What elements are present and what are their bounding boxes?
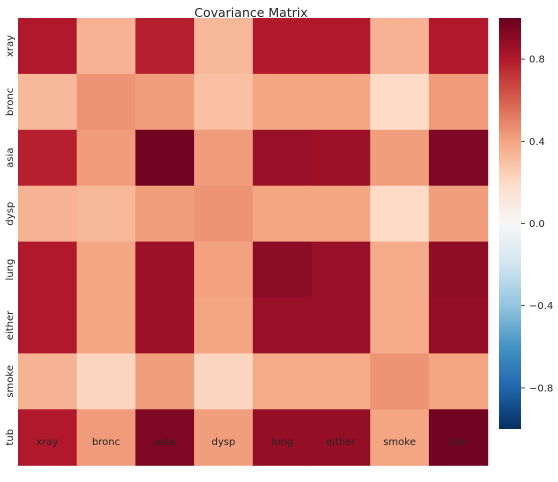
heatmap-cell-bronc-lung — [252, 73, 313, 131]
heatmap-cell-xray-bronc — [76, 18, 136, 75]
heatmap-cells — [18, 18, 489, 466]
x-tick-label-xray: xray — [36, 437, 58, 448]
heatmap-cell-bronc-dysp — [194, 73, 254, 131]
heatmap-cell-smoke-smoke — [370, 353, 430, 410]
y-tick-label-either: either — [5, 310, 16, 340]
heatmap-cell-asia-asia — [135, 129, 195, 187]
heatmap-cell-tub-smoke — [370, 409, 430, 466]
heatmap-cell-either-xray — [18, 297, 78, 354]
heatmap-cell-smoke-either — [311, 353, 371, 410]
x-tick-label-bronc: bronc — [92, 437, 120, 448]
y-tick-label-lung: lung — [5, 259, 16, 281]
heatmap-cell-either-tub — [428, 297, 489, 354]
heatmap-cell-bronc-tub — [428, 73, 489, 131]
x-tick-label-dysp: dysp — [212, 437, 236, 448]
colorbar-ticks: 0.8 0.4 0.0 −0.4 −0.8 — [521, 55, 553, 394]
heatmap-cell-smoke-lung — [252, 353, 313, 410]
heatmap-cell-either-smoke — [370, 297, 430, 354]
heatmap-cell-lung-lung — [252, 241, 313, 299]
heatmap-cell-xray-smoke — [370, 18, 430, 75]
heatmap-cell-lung-tub — [428, 241, 489, 299]
heatmap-cell-asia-either — [311, 129, 371, 187]
heatmap-cell-tub-either — [311, 409, 371, 466]
colorbar-tick-label: 0.4 — [529, 137, 545, 148]
colorbar-tick-label: −0.4 — [529, 301, 553, 312]
heatmap-cell-tub-xray — [18, 409, 78, 466]
heatmap-cell-smoke-dysp — [194, 353, 254, 410]
y-tick-label-xray: xray — [5, 35, 16, 57]
x-tick-label-tub: tub — [450, 437, 467, 448]
heatmap-cell-either-dysp — [194, 297, 254, 354]
heatmap-cell-lung-xray — [18, 241, 78, 299]
heatmap-cell-smoke-tub — [428, 353, 489, 410]
heatmap-cell-tub-tub — [428, 409, 489, 466]
heatmap-cell-dysp-smoke — [370, 185, 430, 243]
x-tick-labels: xray bronc asia dysp lung either smoke tub — [36, 437, 466, 448]
heatmap-cell-either-bronc — [76, 297, 136, 354]
y-tick-label-bronc: bronc — [5, 88, 16, 116]
heatmap-cell-xray-either — [311, 18, 371, 75]
heatmap-cell-asia-smoke — [370, 129, 430, 187]
colorbar — [499, 18, 521, 429]
heatmap-cell-dysp-lung — [252, 185, 313, 243]
heatmap-cell-lung-asia — [135, 241, 195, 299]
heatmap-cell-smoke-asia — [135, 353, 195, 410]
heatmap-cell-dysp-bronc — [76, 185, 136, 243]
heatmap-cell-lung-smoke — [370, 241, 430, 299]
heatmap-cell-tub-lung — [252, 409, 313, 466]
x-tick-label-lung: lung — [271, 437, 293, 448]
x-tick-label-smoke: smoke — [383, 437, 416, 448]
heatmap-cell-dysp-either — [311, 185, 371, 243]
y-tick-label-smoke: smoke — [5, 365, 16, 398]
heatmap-cell-bronc-smoke — [370, 73, 430, 131]
heatmap-cell-xray-dysp — [194, 18, 254, 75]
heatmap-cell-xray-tub — [428, 18, 489, 75]
heatmap-cell-lung-bronc — [76, 241, 136, 299]
heatmap-cell-smoke-bronc — [76, 353, 136, 410]
colorbar-tick-label: 0.8 — [529, 55, 545, 66]
colorbar-tick-label: −0.8 — [529, 383, 553, 394]
heatmap-cell-lung-either — [311, 241, 371, 299]
heatmap-cell-xray-xray — [18, 18, 78, 75]
heatmap-cell-lung-dysp — [194, 241, 254, 299]
heatmap-cell-either-lung — [252, 297, 313, 354]
heatmap-cell-bronc-bronc — [76, 73, 136, 131]
heatmap-cell-tub-bronc — [76, 409, 136, 466]
heatmap-cell-dysp-asia — [135, 185, 195, 243]
heatmap-cell-asia-tub — [428, 129, 489, 187]
y-tick-label-tub: tub — [5, 429, 16, 446]
heatmap-cell-smoke-xray — [18, 353, 78, 410]
heatmap-cell-dysp-tub — [428, 185, 489, 243]
y-tick-label-dysp: dysp — [5, 202, 16, 226]
x-tick-label-asia: asia — [155, 437, 175, 448]
heatmap-cell-bronc-xray — [18, 73, 78, 131]
y-tick-labels: xray bronc asia dysp lung either smoke tub — [5, 35, 16, 446]
x-tick-label-either: either — [326, 437, 356, 448]
heatmap-cell-dysp-dysp — [194, 185, 254, 243]
heatmap-cell-tub-asia — [135, 409, 195, 466]
heatmap-cell-asia-lung — [252, 129, 313, 187]
heatmap-cell-tub-dysp — [194, 409, 254, 466]
chart-title: Covariance Matrix — [194, 5, 308, 20]
heatmap-cell-either-either — [311, 297, 371, 354]
heatmap-cell-dysp-xray — [18, 185, 78, 243]
heatmap-cell-asia-xray — [18, 129, 78, 187]
heatmap-cell-xray-lung — [252, 18, 313, 75]
colorbar-tick-label: 0.0 — [529, 219, 545, 230]
y-tick-label-asia: asia — [5, 148, 16, 168]
heatmap-cell-asia-dysp — [194, 129, 254, 187]
heatmap-cell-asia-bronc — [76, 129, 136, 187]
heatmap-cell-bronc-asia — [135, 73, 195, 131]
heatmap-cell-bronc-either — [311, 73, 371, 131]
heatmap-cell-xray-asia — [135, 18, 195, 75]
heatmap-cell-either-asia — [135, 297, 195, 354]
